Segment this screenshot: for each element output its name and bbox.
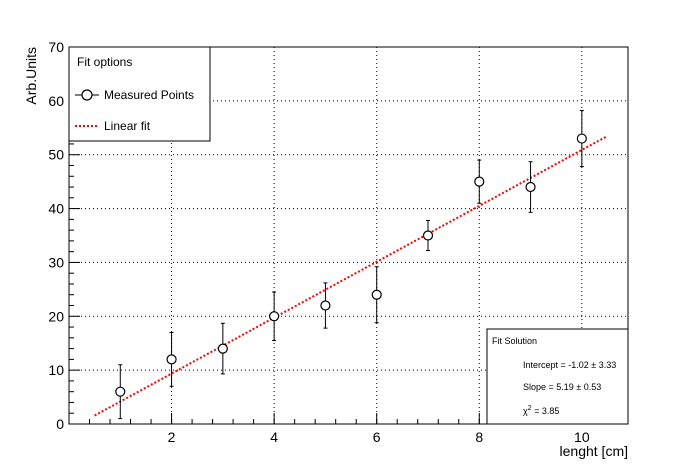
data-point-marker — [320, 300, 331, 311]
data-point-marker — [371, 289, 382, 300]
data-point — [269, 291, 280, 342]
data-point — [320, 282, 331, 329]
stats-chi2-symbol: χ — [523, 406, 528, 416]
data-point — [576, 110, 587, 168]
y-tick-label: 30 — [48, 254, 64, 270]
legend-entry-linear-fit: Linear fit — [104, 119, 151, 133]
plot-frame — [68, 46, 629, 425]
y-tick-label: 70 — [48, 39, 64, 55]
stats-box-frame — [486, 328, 629, 425]
data-point — [371, 266, 382, 324]
data-point-marker — [269, 311, 280, 322]
x-tick-label: 6 — [373, 429, 381, 445]
stats-box: Fit Solution Intercept = -1.02 ± 3.33 Sl… — [486, 328, 629, 425]
data-point-marker — [525, 181, 536, 193]
x-tick-label: 8 — [475, 429, 483, 445]
data-point-marker — [217, 343, 228, 354]
data-point-marker — [474, 176, 485, 187]
data-point-marker — [576, 133, 587, 144]
legend-entry-measured-points: Measured Points — [104, 88, 194, 102]
data-point-marker — [422, 230, 434, 241]
stats-chi2-value: = 3.85 — [532, 406, 560, 416]
stats-chi2-exponent: 2 — [528, 405, 532, 412]
grid — [69, 47, 628, 424]
y-tick-label: 0 — [56, 416, 64, 432]
data-point — [166, 331, 177, 387]
fit-line — [94, 135, 608, 417]
legend: Fit options Measured Points Linear fit — [68, 46, 211, 142]
data-point — [115, 364, 126, 420]
y-tick-label: 20 — [48, 308, 64, 324]
x-axis-label: lenght [cm] — [560, 443, 628, 459]
data-point — [422, 219, 434, 252]
data-point-marker — [166, 354, 177, 365]
y-tick-label: 50 — [48, 147, 64, 163]
fit-line-layer — [94, 135, 608, 417]
data-point — [525, 161, 536, 213]
data-point — [217, 322, 228, 375]
stats-intercept: Intercept = -1.02 ± 3.33 — [523, 360, 616, 370]
x-tick-label: 4 — [270, 429, 278, 445]
y-tick-label: 10 — [48, 362, 64, 378]
data-point-marker — [115, 386, 126, 397]
tick-labels: 2 4 6 8 10 0 10 20 30 40 50 60 70 — [48, 39, 589, 445]
stats-box-title: Fit Solution — [492, 336, 537, 346]
y-tick-label: 60 — [48, 93, 64, 109]
stats-chi2: χ2 = 3.85 — [523, 405, 559, 416]
legend-marker-circle — [81, 89, 93, 101]
points-layer — [115, 110, 587, 420]
y-tick-label: 40 — [48, 201, 64, 217]
stats-slope: Slope = 5.19 ± 0.53 — [523, 382, 601, 392]
legend-title: Fit options — [77, 55, 132, 69]
x-tick-label: 2 — [168, 429, 176, 445]
x-tick-label: 10 — [574, 429, 590, 445]
data-point — [474, 159, 485, 204]
y-axis-label: Arb.Units — [23, 47, 39, 105]
